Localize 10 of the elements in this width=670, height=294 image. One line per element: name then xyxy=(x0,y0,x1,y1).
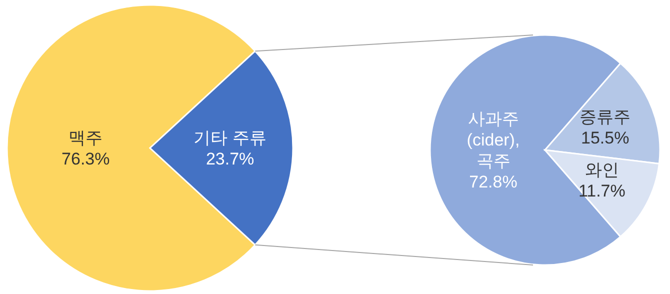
slice-label: 사과주 (cider), 곡주 xyxy=(466,110,520,170)
slice-label: 증류주 xyxy=(580,107,631,126)
data-label: 15.5% xyxy=(580,128,630,148)
slice-label: 맥주 xyxy=(68,128,103,148)
data-label: 72.8% xyxy=(469,172,518,192)
data-label: 76.3% xyxy=(62,150,110,168)
slice-label: 와인 xyxy=(584,160,619,180)
slice-label: 기타 주류 xyxy=(194,128,266,148)
data-label: 11.7% xyxy=(578,182,626,201)
data-label: 23.7% xyxy=(206,150,254,168)
